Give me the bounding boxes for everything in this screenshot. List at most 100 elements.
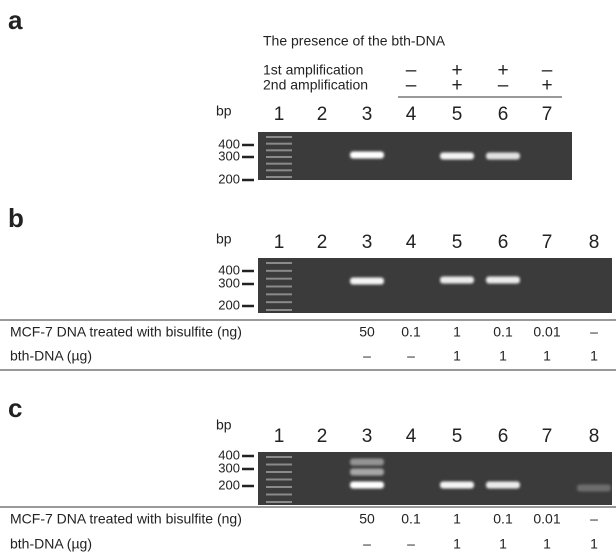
- lane-number: 7: [542, 104, 553, 125]
- ladder-band: [266, 149, 292, 151]
- ladder-band: [266, 143, 292, 145]
- ladder-band: [266, 136, 292, 138]
- row-cell: –: [363, 348, 371, 364]
- row-cell: 0.1: [401, 324, 421, 340]
- row-cell: 50: [359, 511, 375, 527]
- row-cell: –: [590, 324, 598, 340]
- lane-number: 1: [274, 426, 285, 447]
- ladder-band: [266, 293, 292, 295]
- lane-number: 5: [452, 104, 463, 125]
- gel: [258, 452, 612, 505]
- lane-number: 6: [498, 104, 509, 125]
- dna-band: [486, 153, 520, 160]
- marker-label: 300: [218, 460, 240, 475]
- condition-sign: +: [541, 75, 552, 96]
- ladder-band: [266, 176, 292, 178]
- lane-number: 1: [274, 104, 285, 125]
- unit-label: bp: [216, 417, 232, 433]
- condition-sign: –: [498, 75, 509, 96]
- dna-band: [486, 277, 520, 284]
- ladder-band: [266, 501, 292, 503]
- condition-sign: –: [406, 75, 417, 96]
- row-cell: 50: [359, 324, 375, 340]
- figure: a The presence of the bth-DNA 1st amplific…: [0, 0, 616, 553]
- panel-label: b: [8, 203, 24, 233]
- ladder-band: [266, 169, 292, 171]
- lane-number: 1: [274, 232, 285, 253]
- ladder-band: [266, 464, 292, 466]
- row-cell: 1: [499, 536, 507, 552]
- lane-number: 8: [589, 232, 600, 253]
- ladder-band: [266, 163, 292, 165]
- condition-label: 2nd amplification: [263, 77, 368, 93]
- dna-band: [350, 459, 384, 466]
- row-cell: 1: [543, 348, 551, 364]
- ladder-band: [266, 156, 292, 158]
- row-cell: 1: [453, 536, 461, 552]
- dna-band: [440, 277, 474, 284]
- ladder-band: [266, 262, 292, 264]
- row-cell: 0.1: [493, 511, 513, 527]
- lane-number: 3: [362, 426, 373, 447]
- panel-label: c: [8, 393, 22, 423]
- lane-number: 5: [452, 232, 463, 253]
- panel-title: The presence of the bth-DNA: [263, 33, 446, 49]
- row-cell: 1: [543, 536, 551, 552]
- lane-number: 4: [406, 426, 417, 447]
- lane-number: 4: [406, 104, 417, 125]
- row-cell: –: [407, 536, 415, 552]
- lane-number: 7: [542, 426, 553, 447]
- panel-label: a: [8, 5, 23, 35]
- marker-label: 300: [218, 275, 240, 290]
- dna-band: [350, 152, 384, 159]
- dna-band: [440, 482, 474, 489]
- lane-number: 6: [498, 232, 509, 253]
- ladder-band: [266, 479, 292, 481]
- row-cell: 0.1: [493, 324, 513, 340]
- lane-number: 5: [452, 426, 463, 447]
- marker-label: 300: [218, 148, 240, 163]
- marker-label: 200: [218, 171, 240, 186]
- ladder-band: [266, 486, 292, 488]
- unit-label: bp: [216, 231, 232, 247]
- row-cell: –: [407, 348, 415, 364]
- row-cell: 1: [590, 348, 598, 364]
- ladder-band: [266, 456, 292, 458]
- ladder-band: [266, 301, 292, 303]
- lane-number: 2: [317, 104, 328, 125]
- row-cell: 0.1: [401, 511, 421, 527]
- row-cell: 1: [499, 348, 507, 364]
- lane-number: 7: [542, 232, 553, 253]
- lane-number: 2: [317, 426, 328, 447]
- dna-band: [486, 482, 520, 489]
- dna-band: [350, 482, 384, 489]
- row-cell: 1: [453, 324, 461, 340]
- ladder-band: [266, 309, 292, 311]
- unit-label: bp: [216, 103, 232, 119]
- dna-band: [577, 485, 611, 492]
- lane-number: 3: [362, 104, 373, 125]
- marker-label: 200: [218, 477, 240, 492]
- lane-number: 6: [498, 426, 509, 447]
- lane-number: 2: [317, 232, 328, 253]
- row-cell: 1: [453, 348, 461, 364]
- gel: [258, 258, 612, 313]
- ladder-band: [266, 278, 292, 280]
- row-label: bth-DNA (µg): [10, 348, 92, 364]
- row-cell: 1: [453, 511, 461, 527]
- condition-label: 1st amplification: [263, 62, 363, 78]
- lane-number: 8: [589, 426, 600, 447]
- row-cell: –: [590, 511, 598, 527]
- row-cell: 0.01: [533, 324, 560, 340]
- dna-band: [350, 469, 384, 476]
- row-cell: 1: [590, 536, 598, 552]
- ladder-band: [266, 270, 292, 272]
- dna-band: [350, 278, 384, 285]
- row-cell: 0.01: [533, 511, 560, 527]
- condition-sign: +: [451, 75, 462, 96]
- marker-label: 200: [218, 297, 240, 312]
- gel: [258, 132, 572, 180]
- lane-number: 4: [406, 232, 417, 253]
- row-label: bth-DNA (µg): [10, 536, 92, 552]
- row-label: MCF-7 DNA treated with bisulfite (ng): [10, 324, 242, 340]
